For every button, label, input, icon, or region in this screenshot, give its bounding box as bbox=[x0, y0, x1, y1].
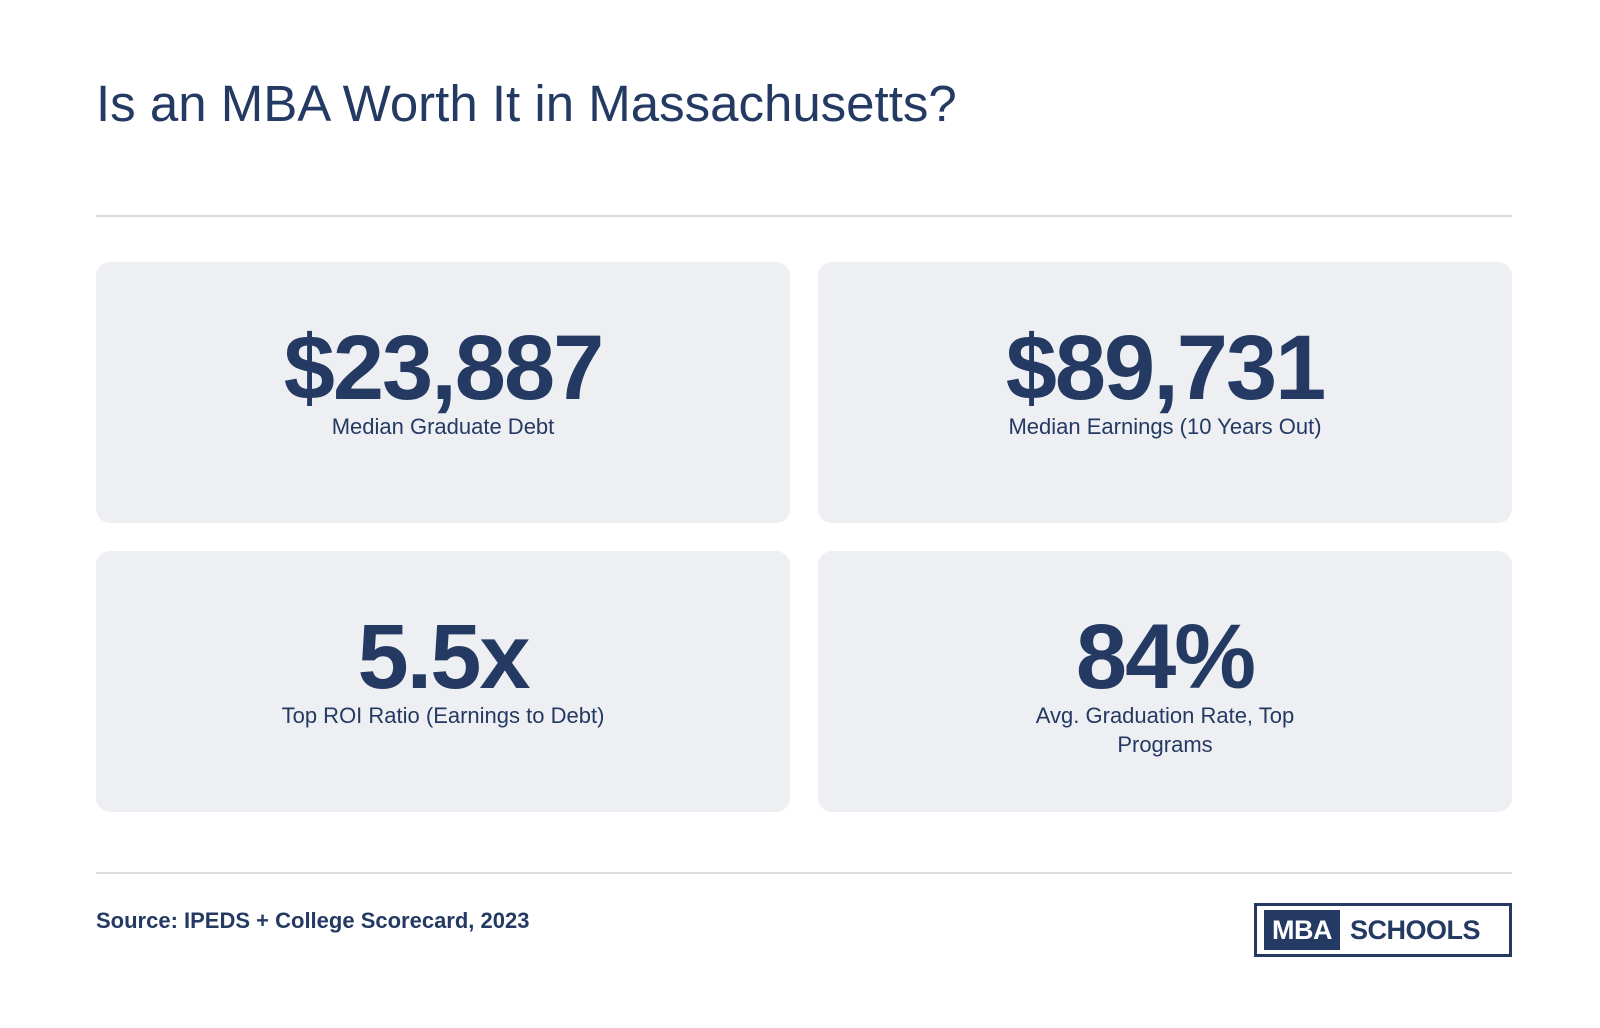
top-divider bbox=[96, 215, 1512, 217]
stat-card-median-earnings: $89,731 Median Earnings (10 Years Out) bbox=[818, 262, 1512, 523]
stat-card-graduation-rate: 84% Avg. Graduation Rate, Top Programs bbox=[818, 551, 1512, 812]
stat-value: 84% bbox=[1075, 606, 1256, 708]
logo-schools-text: SCHOOLS bbox=[1350, 915, 1481, 945]
bottom-divider bbox=[96, 872, 1512, 874]
stat-label: Median Earnings (10 Years Out) bbox=[1008, 414, 1322, 439]
page-title: Is an MBA Worth It in Massachusetts? bbox=[96, 75, 957, 132]
stat-label: Avg. Graduation Rate, Top Programs bbox=[1035, 703, 1295, 757]
stat-card-median-debt: $23,887 Median Graduate Debt bbox=[96, 262, 790, 523]
stat-label: Median Graduate Debt bbox=[331, 414, 555, 439]
stat-value: $89,731 bbox=[1005, 317, 1327, 419]
source-citation: Source: IPEDS + College Scorecard, 2023 bbox=[96, 908, 530, 933]
stat-value: $23,887 bbox=[283, 317, 605, 419]
stat-card-roi-ratio: 5.5x Top ROI Ratio (Earnings to Debt) bbox=[96, 551, 790, 812]
stat-label: Top ROI Ratio (Earnings to Debt) bbox=[281, 703, 605, 728]
mba-schools-logo: MBA SCHOOLS bbox=[1254, 903, 1512, 957]
stat-value: 5.5x bbox=[357, 606, 530, 708]
logo-mba-text: MBA bbox=[1264, 910, 1340, 950]
infographic-page: Is an MBA Worth It in Massachusetts? $23… bbox=[96, 0, 1512, 1028]
stats-grid: $23,887 Median Graduate Debt $89,731 Med… bbox=[96, 262, 1512, 812]
